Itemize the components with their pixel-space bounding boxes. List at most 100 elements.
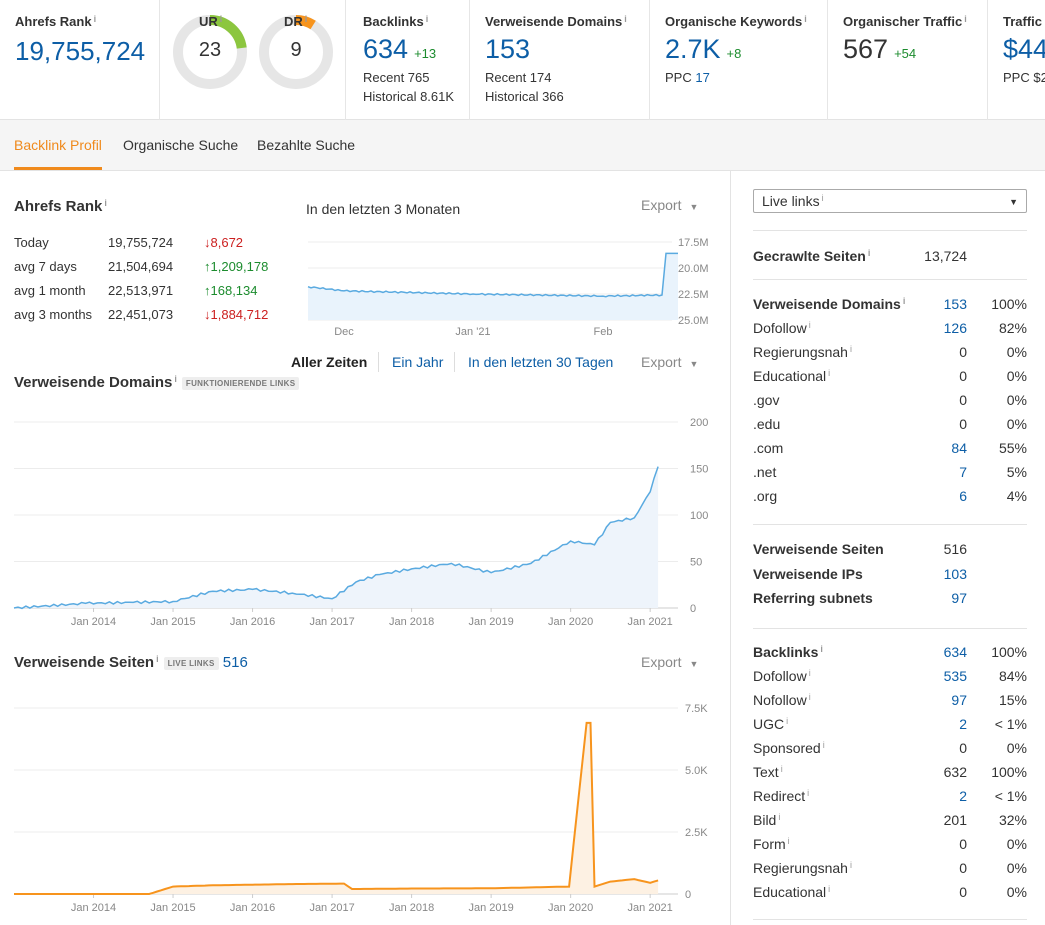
stat-row-domains-1: Dofollow i 126 82% — [753, 320, 1027, 340]
stat-percent: < 1% — [994, 788, 1027, 804]
stat-value[interactable]: 634 — [943, 644, 967, 660]
info-icon[interactable]: i — [219, 14, 223, 24]
metric-value[interactable]: 153 — [485, 34, 531, 64]
tab-bezahlte-suche[interactable]: Bezahlte Suche — [257, 137, 356, 153]
info-icon[interactable]: i — [821, 193, 824, 203]
stat-row-pages-2: Referring subnets 97 — [753, 590, 1027, 610]
info-icon[interactable]: i — [807, 788, 810, 798]
metric-value: 567 — [843, 34, 889, 64]
stat-value[interactable]: 535 — [943, 668, 967, 684]
stat-value[interactable]: 103 — [943, 565, 967, 582]
arrow-up-icon: ↑ — [204, 259, 211, 274]
export-button[interactable]: Export ▼ — [641, 654, 699, 670]
info-icon[interactable]: i — [93, 14, 97, 24]
stat-row-backlinks-9: Regierungsnah i 0 0% — [753, 860, 1027, 880]
range-one-year[interactable]: Ein Jahr — [392, 354, 444, 370]
tab-organische-suche[interactable]: Organische Suche — [123, 137, 239, 153]
stat-label: .gov — [753, 392, 780, 408]
stat-row-backlinks-6: Redirect i 2 < 1% — [753, 788, 1027, 808]
metric-recent: Recent 174 — [485, 70, 552, 85]
info-icon[interactable]: i — [804, 14, 807, 24]
info-icon[interactable]: i — [104, 198, 107, 208]
info-icon[interactable]: i — [156, 654, 159, 664]
stat-percent: 100% — [991, 296, 1027, 312]
info-icon[interactable]: i — [778, 812, 781, 822]
metric-value[interactable]: 2.7K — [665, 34, 721, 64]
stat-label: Verweisende IPs — [753, 565, 863, 582]
stat-percent: 0% — [1006, 344, 1027, 360]
stat-value[interactable]: 2 — [959, 788, 967, 804]
info-icon[interactable]: i — [828, 368, 831, 378]
stat-percent: 0% — [1006, 392, 1027, 408]
info-icon[interactable]: i — [828, 884, 831, 894]
stat-row-domains-3: Educational i 0 0% — [753, 368, 1027, 388]
stat-value[interactable]: 2 — [959, 716, 967, 732]
stat-label: .org — [753, 488, 778, 504]
info-icon[interactable]: i — [780, 764, 783, 774]
stat-value: 0 — [959, 740, 967, 756]
info-icon[interactable]: i — [964, 14, 967, 24]
stat-value: 0 — [959, 368, 967, 384]
ref-pages-count[interactable]: 516 — [222, 654, 248, 671]
caret-down-icon: ▼ — [689, 359, 699, 369]
dr-arc — [295, 15, 316, 30]
stat-label: Educational — [753, 368, 827, 384]
y-tick-label: 5.0K — [685, 765, 708, 777]
ur-gauge — [173, 15, 247, 89]
stat-value[interactable]: 126 — [943, 320, 967, 336]
export-button[interactable]: Export ▼ — [641, 197, 699, 213]
info-icon[interactable]: i — [174, 374, 177, 384]
export-button[interactable]: Export ▼ — [641, 354, 699, 370]
stat-value: 632 — [943, 764, 967, 780]
info-icon[interactable]: i — [787, 836, 790, 846]
metric-ppc: PPC $2 — [1003, 70, 1045, 85]
info-icon[interactable]: i — [822, 740, 825, 750]
info-icon[interactable]: i — [867, 248, 871, 258]
info-icon[interactable]: i — [849, 860, 852, 870]
stat-value[interactable]: 153 — [943, 296, 967, 312]
ur-label: UR — [199, 14, 218, 29]
info-icon[interactable]: i — [902, 296, 906, 306]
stat-row-domains-0: Verweisende Domains i 153 100% — [753, 296, 1027, 316]
metric-value[interactable]: $44 — [1003, 34, 1045, 64]
info-icon[interactable]: i — [304, 14, 308, 24]
range-last-30-days[interactable]: In den letzten 30 Tagen — [468, 354, 614, 370]
stat-label: Form — [753, 836, 786, 852]
section-title: Ahrefs Rank — [14, 198, 103, 215]
stat-percent: 0% — [1006, 740, 1027, 756]
metric-value[interactable]: 19,755,724 — [15, 36, 146, 66]
ppc-value[interactable]: 17 — [695, 70, 710, 85]
stat-value: 201 — [943, 812, 967, 828]
metric-value[interactable]: 634 — [363, 34, 409, 64]
rank-row-label: Today — [14, 235, 49, 250]
stat-value[interactable]: 84 — [951, 440, 967, 456]
y-tick-label: 100 — [690, 510, 708, 522]
info-icon[interactable]: i — [425, 14, 429, 24]
metric-historical: Historical 8.61K — [363, 89, 455, 104]
stat-value[interactable]: 7 — [959, 464, 967, 480]
metric-traffic: Traffic $44 PPC $2 — [988, 0, 1045, 120]
info-icon[interactable]: i — [808, 692, 811, 702]
rank-row-label: avg 1 month — [14, 283, 86, 298]
x-tick-label: Jan 2017 — [309, 902, 354, 914]
info-icon[interactable]: i — [808, 320, 811, 330]
stat-value: 13,724 — [924, 248, 967, 264]
info-icon[interactable]: i — [849, 344, 852, 354]
link-type-select[interactable]: Live links i ▼ — [753, 189, 1027, 213]
stat-value[interactable]: 6 — [959, 488, 967, 504]
range-all-time[interactable]: Aller Zeiten — [291, 354, 368, 370]
metric-delta: +13 — [414, 46, 437, 61]
stat-label: Redirect — [753, 788, 806, 804]
stat-value[interactable]: 97 — [951, 692, 967, 708]
stat-row-backlinks-4: Sponsored i 0 0% — [753, 740, 1027, 760]
stat-percent: 0% — [1006, 416, 1027, 432]
stat-value[interactable]: 97 — [951, 590, 967, 606]
tab-backlink-profil[interactable]: Backlink Profil — [14, 137, 102, 170]
info-icon[interactable]: i — [820, 644, 823, 654]
info-icon[interactable]: i — [624, 14, 627, 24]
info-icon[interactable]: i — [808, 668, 811, 678]
section-title: Verweisende Domains — [14, 374, 173, 391]
y-tick-label: 7.5K — [685, 703, 708, 715]
info-icon[interactable]: i — [786, 716, 789, 726]
rank-row-change: ↑168,134 — [204, 283, 258, 298]
